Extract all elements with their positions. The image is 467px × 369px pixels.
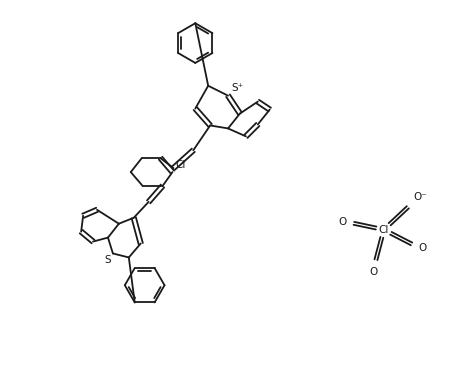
Text: S: S: [104, 255, 111, 265]
Text: O: O: [370, 268, 378, 277]
Text: Cl: Cl: [176, 160, 186, 170]
Text: O⁻: O⁻: [414, 192, 427, 202]
Text: O: O: [338, 217, 346, 227]
Text: Cl: Cl: [379, 225, 389, 235]
Text: S⁺: S⁺: [231, 83, 243, 93]
Text: O: O: [418, 242, 427, 252]
